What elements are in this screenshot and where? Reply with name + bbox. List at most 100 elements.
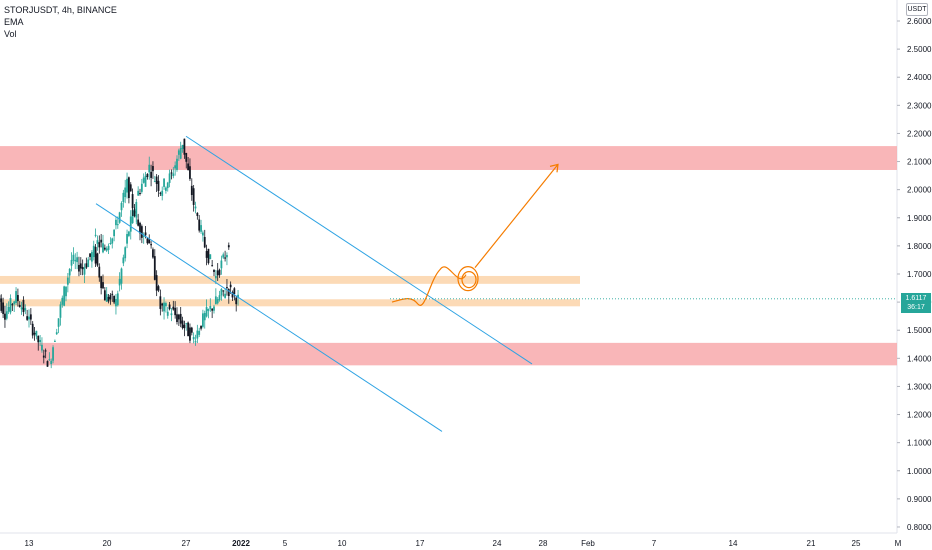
candle-body [148, 239, 151, 244]
candle-body [190, 185, 193, 196]
candle-body [202, 313, 204, 327]
candle-body [202, 232, 204, 236]
candle-body [111, 238, 114, 244]
candle-body [224, 293, 226, 298]
candle-body [42, 355, 45, 358]
legend-symbol[interactable]: STORJUSDT, 4h, BINANCE [4, 5, 117, 15]
candle-body [218, 295, 221, 301]
candle-body [81, 266, 84, 270]
candle-body [131, 194, 134, 209]
candle-body [205, 307, 208, 317]
candle-body [157, 180, 160, 191]
candle-body [103, 290, 106, 301]
y-tick-label: 2.3000 [907, 101, 932, 110]
x-tick-label: 2022 [232, 539, 250, 548]
last-price-value: 1.6117 [905, 295, 927, 302]
candle-body [33, 332, 36, 335]
x-tick-label: 28 [539, 539, 548, 548]
candle-body [213, 269, 215, 273]
candle-body [235, 297, 238, 305]
candle-body [115, 298, 117, 307]
candle-body [211, 265, 214, 267]
candle-body [102, 243, 104, 253]
legend-vol[interactable]: Vol [4, 29, 17, 39]
candle-body [15, 291, 17, 303]
candle-body [189, 166, 191, 179]
candle-body [48, 359, 51, 361]
zone-upper-orange [0, 275, 580, 284]
candle-body [76, 257, 78, 263]
candle-body [237, 294, 239, 298]
candle-body [103, 247, 106, 250]
candle-body [89, 253, 91, 257]
candle-body [52, 347, 54, 361]
y-tick-label: 0.8000 [907, 523, 932, 532]
candle-body [196, 330, 199, 339]
candle-body [129, 216, 132, 232]
candle-body [2, 302, 4, 314]
channel-upper-line [185, 135, 533, 365]
candle-body [198, 330, 201, 335]
candle-body [209, 306, 212, 309]
candle-body [41, 344, 43, 351]
candle-body [144, 175, 147, 187]
candle-body [39, 339, 41, 343]
candle-body [170, 172, 173, 174]
candle-body [231, 292, 234, 298]
candle-body [57, 318, 60, 327]
candle-body [140, 226, 143, 238]
candle-body [218, 269, 221, 276]
candle-body [61, 297, 64, 305]
y-tick-label: 1.9000 [907, 214, 932, 223]
candle-body [100, 276, 103, 289]
candle-body [63, 286, 66, 306]
candle-body [124, 187, 127, 198]
x-tick-label: 21 [807, 539, 816, 548]
y-tick-label: 2.4000 [907, 73, 932, 82]
candle-body [168, 304, 171, 310]
zone-resistance [0, 146, 897, 170]
y-tick-label: 1.2000 [907, 411, 932, 420]
candle-body [155, 275, 158, 291]
candle-body [216, 299, 219, 304]
legend-ema[interactable]: EMA [4, 17, 24, 27]
candle-body [203, 312, 206, 321]
candle-body [152, 166, 154, 172]
candle-body [70, 259, 73, 266]
candle-body [153, 181, 156, 183]
currency-button[interactable]: USDT [906, 3, 928, 16]
candle-body [115, 219, 117, 226]
candle-body [111, 293, 114, 295]
candle-body [150, 171, 152, 178]
candle-body [207, 309, 210, 311]
candle-body [220, 260, 223, 269]
candle-body [200, 225, 202, 232]
x-tick-label: 5 [283, 539, 288, 548]
candle-body [150, 244, 152, 246]
candle-body [68, 269, 71, 276]
candle-body [146, 238, 149, 244]
candle-body [174, 165, 177, 169]
candle-body [226, 287, 228, 289]
candle-body [122, 192, 125, 203]
candle-body [194, 341, 197, 343]
candle-body [85, 263, 88, 268]
candle-body [37, 336, 40, 343]
candle-body [157, 286, 160, 291]
candle-body [177, 314, 180, 320]
candles-group [0, 138, 239, 369]
candle-body [137, 190, 140, 196]
y-tick-label: 2.2000 [907, 129, 932, 138]
candle-body [29, 314, 32, 320]
x-tick-label: 7 [652, 539, 657, 548]
candle-body [165, 303, 167, 307]
target-circle-inner [461, 271, 477, 289]
candle-body [192, 336, 195, 340]
candle-body [129, 184, 132, 192]
candle-body [120, 202, 123, 211]
candle-body [203, 236, 206, 248]
candle-body [200, 325, 202, 329]
candle-body [146, 173, 149, 178]
candle-body [233, 288, 236, 295]
